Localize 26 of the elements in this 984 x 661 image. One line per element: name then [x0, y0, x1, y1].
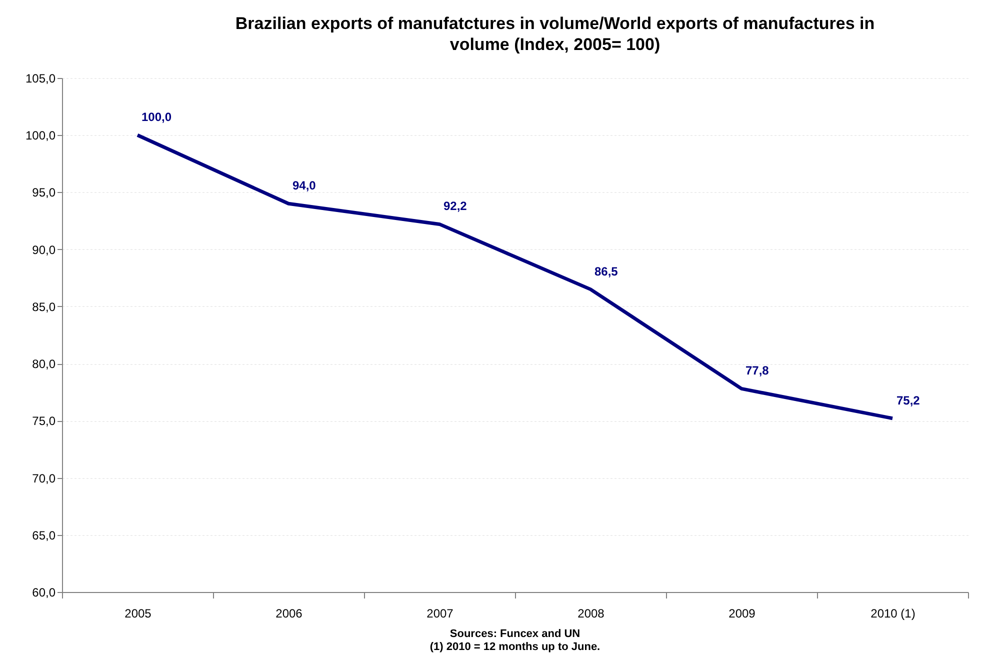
source-note: Sources: Funcex and UN [450, 628, 580, 640]
chart-title: Brazilian exports of manufatctures in volume/World exports of manufactures in volume (Index, 2005= 100) [235, 14, 875, 54]
y-tick-label: 70,0 [32, 471, 56, 486]
data-label: 92,2 [444, 199, 468, 214]
y-tick-label: 95,0 [32, 186, 56, 200]
y-tick-label: 105,0 [25, 72, 56, 86]
y-tick-label: 80,0 [32, 357, 56, 372]
y-tick-label: 90,0 [32, 242, 56, 257]
x-tick-label: 2009 [728, 606, 756, 620]
x-tick-label: 2007 [426, 606, 454, 620]
x-tick-label: 2005 [124, 606, 152, 620]
text: (1) 2010 = 12 months up to June. [430, 641, 600, 653]
y-tick-label: 65,0 [32, 528, 56, 542]
data-label: 94,0 [292, 178, 316, 193]
y-tick-label: 100,0 [25, 128, 56, 143]
y-tick-label: 75,0 [32, 414, 56, 428]
x-tick-label: 2006 [276, 606, 303, 620]
x-tick-label: 2008 [578, 606, 605, 620]
x-tick-label: 2010 (1) [870, 606, 916, 620]
data-label: 77,8 [746, 364, 770, 378]
data-label: 86,5 [594, 264, 618, 278]
line-series [136, 133, 894, 420]
y-tick-label: 60,0 [32, 586, 56, 600]
y-tick-label: 85,0 [32, 300, 56, 314]
data-label: 75,2 [896, 393, 920, 408]
data-label: 100,0 [142, 110, 172, 124]
